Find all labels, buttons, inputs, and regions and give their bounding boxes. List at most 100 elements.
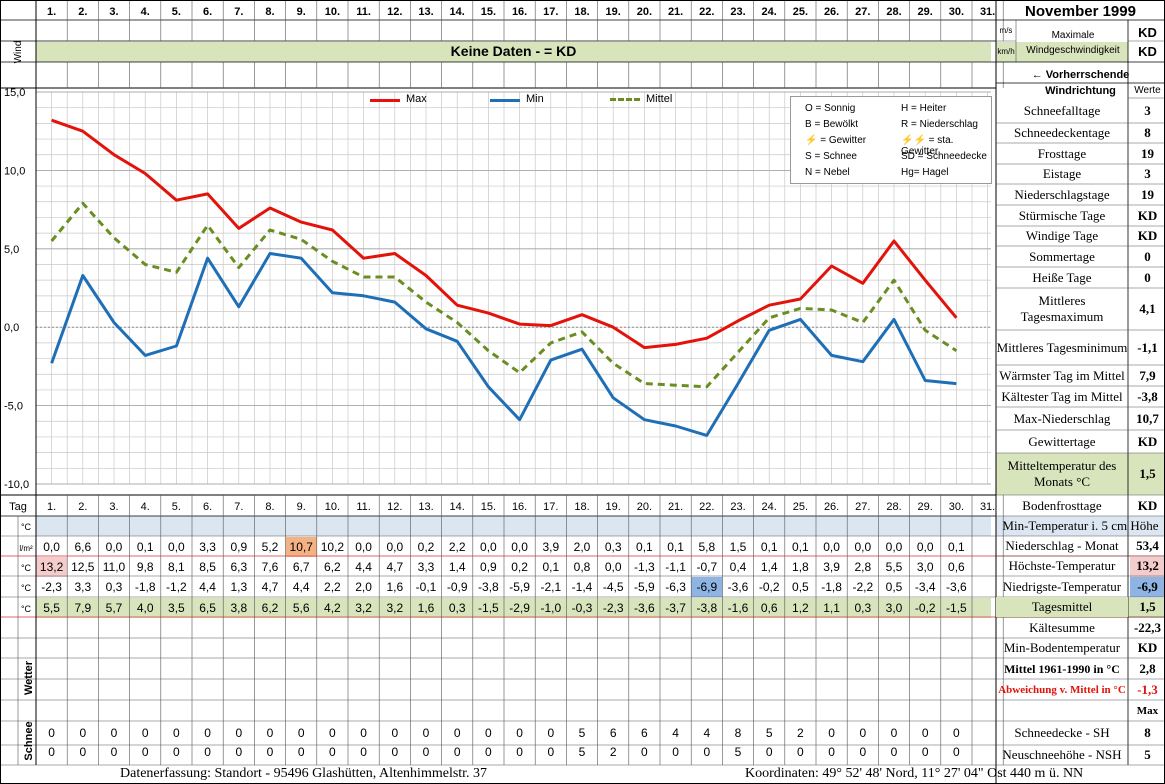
niederschlag-cell: 5,2: [262, 540, 279, 554]
day-header: 22.: [699, 6, 714, 18]
hoechst-cell: 0,1: [542, 560, 559, 574]
niederschlag-cell: 0,1: [667, 540, 684, 554]
stat-value: KD: [1137, 207, 1158, 223]
schneedecke-cell: 0: [953, 726, 960, 740]
legend-min-swatch: [490, 99, 520, 102]
niederschlag-cell: 0,1: [948, 540, 965, 554]
neuschnee-cell: 0: [797, 745, 804, 759]
hoechst-cell: -0,7: [696, 560, 717, 574]
day-header: 14.: [450, 6, 465, 18]
day-header-table: 29.: [918, 501, 933, 513]
schneedecke-cell: 0: [891, 726, 898, 740]
day-header-table: 25.: [793, 501, 808, 513]
max-wind-ms: KD: [1138, 25, 1157, 40]
schneedecke-cell: 8: [735, 726, 742, 740]
schneedecke-cell: 0: [173, 726, 180, 740]
niedrigst-cell: -0,9: [447, 580, 468, 594]
neuschnee-cell: 0: [360, 745, 367, 759]
day-header-table: 9.: [297, 501, 306, 513]
niederschlag-cell: 0,0: [823, 540, 840, 554]
mittel-cell: 5,6: [293, 601, 310, 615]
niederschlag-cell: 0,0: [355, 540, 372, 554]
stat-value: 0: [1144, 269, 1151, 285]
niedrigst-cell: 2,0: [355, 580, 372, 594]
niedrigst-cell: 3,3: [74, 580, 91, 594]
day-header: 10.: [325, 6, 340, 18]
max-wind-label: Maximale Windgeschwindigkeit: [1026, 30, 1120, 56]
sym-gewitter: ⚡ = Gewitter: [805, 135, 867, 146]
max-wind-kmh: KD: [1138, 44, 1157, 59]
unit-c: °C: [21, 563, 32, 573]
schneedecke-cell: 0: [204, 726, 211, 740]
niederschlag-cell: 6,6: [74, 540, 91, 554]
neuschnee-cell: 0: [298, 745, 305, 759]
day-header: 16.: [512, 6, 527, 18]
day-header: 3.: [109, 6, 118, 18]
day-header-table: 12.: [387, 501, 402, 513]
schneedecke-cell: 0: [298, 726, 305, 740]
hoechst-cell: 1,4: [449, 560, 466, 574]
min-bodentemperatur-value: KD: [1137, 640, 1158, 655]
niederschlag-cell: 0,0: [917, 540, 934, 554]
wind-label: Wind: [13, 41, 24, 64]
niedrigst-cell: 4,4: [293, 580, 310, 594]
unit-c: °C: [21, 604, 32, 614]
neuschnee-cell: 0: [641, 745, 648, 759]
schneedecke-cell: 0: [142, 726, 149, 740]
niedrigst-cell: -1,2: [166, 580, 187, 594]
hoechst-cell: 0,6: [948, 560, 965, 574]
niederschlag-cell: 0,0: [168, 540, 185, 554]
schneedecke-cell: 0: [360, 726, 367, 740]
sym-schnee: S = Schnee: [805, 151, 857, 162]
sym-nebel: N = Nebel: [805, 167, 850, 178]
hoechst-cell: 8,1: [168, 560, 185, 574]
hoechste-temperatur-label: Höchste-Temperatur: [1008, 558, 1116, 573]
hoechst-cell: 9,8: [137, 560, 154, 574]
day-header-table: 17.: [543, 501, 558, 513]
day-header: 9.: [297, 6, 306, 18]
stat-label: Niederschlagstage: [1014, 186, 1110, 202]
schneedecke-cell: 6: [610, 726, 617, 740]
hoechst-cell: 3,9: [823, 560, 840, 574]
niedrigst-cell: 0,5: [886, 580, 903, 594]
neuschnee-cell: 0: [79, 745, 86, 759]
neuschnee-cell: 0: [111, 745, 118, 759]
neuschnee-cell: 0: [235, 745, 242, 759]
day-header-table: 24.: [762, 501, 777, 513]
neuschnee-cell: 0: [329, 745, 336, 759]
day-header: 23.: [730, 6, 745, 18]
niederschlag-cell: 0,1: [761, 540, 778, 554]
schneedecke-sh-label: Schneedecke - SH: [1014, 725, 1110, 740]
day-header-table: 14.: [450, 501, 465, 513]
day-header: 27.: [855, 6, 870, 18]
no-data-banner: Keine Daten - = KD: [450, 43, 577, 59]
stat-value: 10,7: [1136, 410, 1159, 426]
day-header-table: 4.: [141, 501, 150, 513]
stat-value: 8: [1144, 125, 1151, 140]
sym-sonnig: O = Sonnig: [805, 103, 856, 114]
mittel-cell: 1,1: [823, 601, 840, 615]
mittel-cell: 1,6: [418, 601, 435, 615]
legend-max-label: Max: [406, 93, 427, 105]
niederschlag-cell: 0,0: [511, 540, 528, 554]
mittel-cell: -3,8: [696, 601, 717, 615]
day-header: 19.: [606, 6, 621, 18]
niedrigst-cell: 4,4: [199, 580, 216, 594]
schneedecke-cell: 5: [766, 726, 773, 740]
niedrigst-cell: -5,9: [634, 580, 655, 594]
schneedecke-cell: 0: [267, 726, 274, 740]
werte-label: Werte: [1134, 85, 1161, 96]
stat-value: 3: [1144, 166, 1151, 181]
niedrigst-cell: -3,8: [478, 580, 499, 594]
neuschnee-cell: 0: [173, 745, 180, 759]
niedrigst-cell: 0,3: [106, 580, 123, 594]
legend-max-swatch: [370, 99, 400, 102]
stat-value: -3,8: [1137, 388, 1158, 404]
niedrigst-cell: 0,5: [792, 580, 809, 594]
niedrigst-cell: -2,2: [852, 580, 873, 594]
hoechst-cell: 0,4: [730, 560, 747, 574]
sym-sta-gewitter: ⚡⚡ = sta. Gewitter: [901, 135, 954, 157]
stat-label: Schneefalltage: [1023, 102, 1101, 118]
neuschnee-cell: 2: [610, 745, 617, 759]
niederschlag-cell: 3,3: [199, 540, 216, 554]
